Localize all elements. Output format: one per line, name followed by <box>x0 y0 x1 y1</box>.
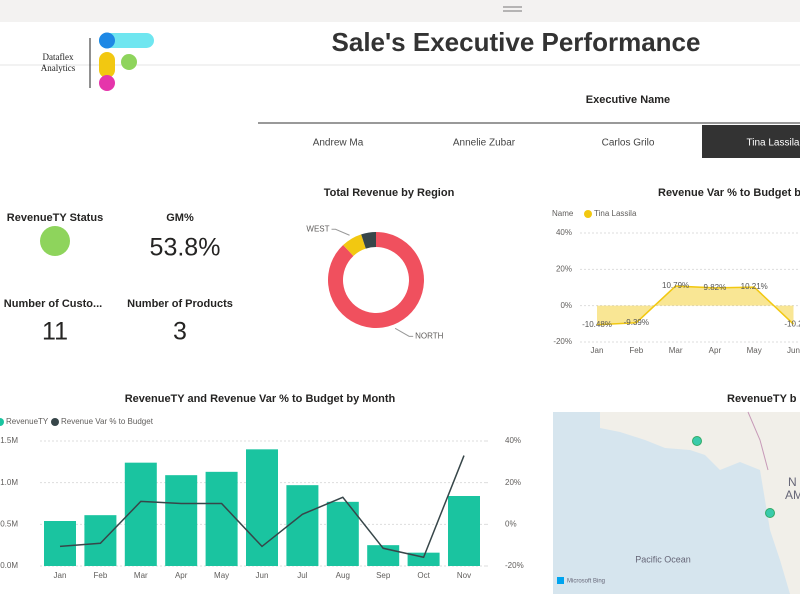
bar <box>165 475 198 566</box>
donut-slice <box>361 232 376 249</box>
page-title: Sale's Executive Performance <box>332 27 701 57</box>
slice-label: NORTH <box>415 331 444 340</box>
x-tick-label: Feb <box>94 571 108 580</box>
grip[interactable] <box>503 6 522 12</box>
y2-tick-label: 0% <box>505 519 517 528</box>
y2-tick-label: 40% <box>505 436 521 445</box>
map-bubble <box>765 508 775 518</box>
y2-tick-label: -20% <box>505 561 524 570</box>
chart-title: Revenue Var % to Budget b <box>658 187 800 199</box>
x-tick-label: Jul <box>297 571 307 580</box>
y-tick-label: 20% <box>556 264 572 273</box>
y2-tick-label: 20% <box>505 478 521 487</box>
data-label: -9.39% <box>624 318 649 327</box>
data-label: 9.82% <box>704 283 727 292</box>
bar <box>246 449 278 566</box>
kpi-value: 3 <box>173 318 187 346</box>
logo <box>89 32 154 91</box>
kpi-status <box>40 226 70 256</box>
bar <box>326 501 359 566</box>
x-tick-label: Mar <box>134 571 148 580</box>
y-tick-label: 0.5M <box>0 519 18 528</box>
slice-label: WEST <box>306 224 329 233</box>
brand: Dataflex <box>43 52 74 62</box>
legend-marker <box>0 418 4 426</box>
chart-title: RevenueTY b <box>727 393 797 405</box>
map-label: N <box>788 475 797 489</box>
x-tick-label: Aug <box>336 571 350 580</box>
x-tick-label: Apr <box>175 571 188 580</box>
donut-slice <box>343 234 366 256</box>
brand: Analytics <box>41 63 76 73</box>
x-tick-label: Jun <box>256 571 269 580</box>
y-tick-label: 1.0M <box>0 478 18 487</box>
map-bubble <box>692 436 702 446</box>
x-tick-label: Feb <box>629 346 643 355</box>
map-background <box>553 411 800 594</box>
legend-label: Tina Lassila <box>594 209 637 218</box>
legend-label: Revenue Var % to Budget <box>61 417 154 426</box>
data-label: 10.79% <box>662 281 689 290</box>
bing-logo <box>557 577 564 584</box>
x-tick-label: Jan <box>54 571 67 580</box>
donut-slice <box>328 232 424 328</box>
kpi-label: Number of Custo... <box>4 298 102 310</box>
legend-marker <box>51 418 59 426</box>
y-tick-label: 0% <box>560 301 572 310</box>
map-label: AM <box>785 488 800 502</box>
legend-marker <box>584 210 592 218</box>
kpi-label: GM% <box>166 212 194 224</box>
x-tick-label: Sep <box>376 571 391 580</box>
x-tick-label: Jun <box>787 346 800 355</box>
kpi-value: 53.8% <box>150 234 221 262</box>
bar <box>205 471 238 566</box>
x-tick-label: Mar <box>669 346 683 355</box>
data-label: -10.2 <box>784 319 800 328</box>
leader-line <box>331 228 350 236</box>
slicer-option[interactable]: Annelie Zubar <box>453 138 516 149</box>
y-tick-label: 40% <box>556 228 572 237</box>
data-label: -10.48% <box>582 320 612 329</box>
slicer-option[interactable]: Carlos Grilo <box>602 138 655 149</box>
kpi-label: RevenueTY Status <box>7 212 103 224</box>
x-tick-label: Nov <box>457 571 471 580</box>
leader-line <box>394 327 414 337</box>
slicer-option[interactable]: Tina Lassila <box>747 138 800 149</box>
chart-title: RevenueTY and Revenue Var % to Budget by… <box>125 393 396 405</box>
map-label: Microsoft Bing <box>567 579 605 585</box>
kpi-value: 11 <box>42 318 68 346</box>
x-tick-label: Jan <box>591 346 604 355</box>
top-bar <box>0 0 800 22</box>
bar <box>286 485 319 566</box>
legend-label: RevenueTY <box>6 417 49 426</box>
y-tick-label: 0.0M <box>0 561 18 570</box>
slicer-title: Executive Name <box>586 94 670 106</box>
kpi-label: Number of Products <box>127 298 233 310</box>
legend-title: Name <box>552 209 574 218</box>
slicer-option[interactable]: Andrew Ma <box>313 138 364 149</box>
slicer: Andrew Ma Annelie Zubar Carlos Grilo Tina L… <box>313 125 800 158</box>
line <box>59 455 465 559</box>
y-tick-label: -20% <box>553 337 572 346</box>
slicer-selected <box>702 125 800 158</box>
bar <box>448 496 480 566</box>
x-tick-label: May <box>214 571 229 580</box>
line <box>596 285 795 326</box>
chart-title: Total Revenue by Region <box>324 187 455 199</box>
y-tick-label: 1.5M <box>0 436 18 445</box>
area <box>597 286 794 325</box>
x-tick-label: Oct <box>417 571 430 580</box>
bar <box>124 462 157 566</box>
x-tick-label: Apr <box>709 346 722 355</box>
bar <box>44 521 76 566</box>
map-label: Pacific Ocean <box>635 554 691 564</box>
bar <box>84 515 117 566</box>
x-tick-label: May <box>747 346 762 355</box>
data-label: 10.21% <box>741 282 768 291</box>
